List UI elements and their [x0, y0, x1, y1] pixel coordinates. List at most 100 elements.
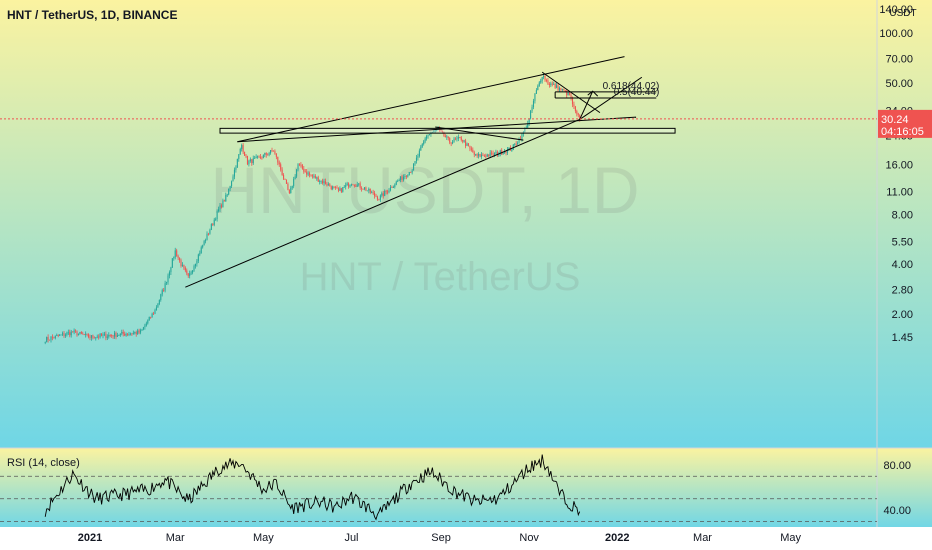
- candle: [158, 299, 160, 306]
- candle: [137, 328, 139, 335]
- candle: [180, 258, 182, 268]
- candle: [463, 139, 465, 143]
- candle: [304, 169, 306, 173]
- candle: [228, 188, 230, 196]
- candle: [238, 154, 240, 162]
- candle: [193, 264, 195, 272]
- time-tick-label: Sep: [431, 532, 451, 544]
- candle: [327, 182, 329, 186]
- candle: [232, 174, 234, 182]
- candle: [174, 247, 176, 260]
- rsi-panel[interactable]: 80.00 40.00 RSI (14, close): [0, 454, 911, 522]
- candle: [111, 334, 113, 338]
- candle: [493, 152, 496, 158]
- candle: [480, 152, 483, 160]
- candle: [231, 180, 233, 188]
- candle: [271, 147, 273, 153]
- candle: [361, 186, 363, 192]
- candle: [75, 329, 77, 334]
- candle: [148, 316, 150, 321]
- price-tick-label: 4.00: [892, 259, 913, 271]
- trend-line[interactable]: [237, 116, 637, 143]
- candle: [285, 179, 288, 185]
- candle: [408, 171, 410, 176]
- price-tick-label: 16.00: [885, 160, 913, 172]
- candle: [340, 187, 342, 194]
- candle: [405, 175, 407, 180]
- candle: [281, 167, 283, 176]
- candle: [128, 331, 130, 337]
- price-tick-label: 70.00: [885, 54, 913, 66]
- candle: [378, 198, 380, 201]
- candle: [560, 87, 562, 92]
- candle: [49, 339, 51, 341]
- candle: [66, 331, 68, 337]
- candle: [379, 194, 381, 203]
- candle: [400, 176, 402, 183]
- candle: [119, 333, 121, 337]
- candle: [222, 198, 224, 208]
- price-tick-label: 2.80: [892, 285, 913, 297]
- price-axis[interactable]: 140.00100.0070.0050.0034.0024.0016.0011.…: [878, 4, 932, 344]
- candle: [418, 148, 420, 158]
- candle: [293, 176, 295, 189]
- candle: [453, 136, 455, 143]
- candle: [486, 153, 488, 157]
- candle: [236, 158, 238, 168]
- candle: [46, 336, 48, 343]
- candle: [362, 188, 364, 190]
- candle: [475, 153, 477, 156]
- candle: [574, 105, 576, 114]
- rsi-legend-label: RSI (14, close): [7, 457, 80, 469]
- candle: [98, 334, 100, 340]
- candle: [433, 130, 435, 133]
- trend-line[interactable]: [579, 90, 594, 120]
- candle: [561, 88, 563, 92]
- candle: [371, 190, 373, 194]
- candle: [246, 155, 249, 166]
- candle: [96, 334, 98, 339]
- candle: [323, 178, 325, 186]
- candle: [277, 156, 279, 166]
- candle: [311, 174, 314, 179]
- time-axis[interactable]: 2021 Mar May Jul Sep Nov 2022 Mar May: [78, 532, 802, 544]
- candle: [427, 134, 429, 139]
- current-price-value: 30.24: [881, 114, 909, 126]
- candle: [547, 77, 549, 85]
- candle: [415, 155, 418, 164]
- currency-label: USDT: [889, 8, 916, 19]
- candle: [307, 171, 309, 177]
- candle: [284, 178, 286, 180]
- candle: [414, 160, 416, 166]
- candle: [62, 331, 64, 336]
- candle: [363, 186, 366, 191]
- candle: [388, 188, 390, 194]
- candle: [54, 335, 56, 340]
- price-tick-label: 100.00: [879, 28, 913, 40]
- candle: [428, 134, 431, 136]
- candle: [398, 178, 400, 182]
- candle: [59, 334, 61, 336]
- candle: [541, 76, 543, 84]
- candle: [80, 331, 82, 335]
- candle: [350, 183, 353, 187]
- trend-line[interactable]: [185, 118, 580, 288]
- candle: [470, 146, 472, 152]
- candle: [476, 153, 478, 158]
- candle: [155, 305, 158, 311]
- rsi-tick-label: 40.00: [883, 505, 911, 517]
- fib-level-label: 0.5(40.44): [614, 87, 660, 98]
- trend-line[interactable]: [237, 56, 625, 143]
- candle: [192, 270, 194, 275]
- candle: [478, 152, 480, 159]
- candle: [205, 238, 207, 244]
- price-tick-label: 140.00: [879, 4, 913, 16]
- candle: [258, 155, 260, 159]
- trend-line[interactable]: [435, 126, 524, 141]
- candle: [283, 173, 285, 181]
- candle: [489, 149, 491, 159]
- candle: [181, 262, 184, 267]
- candle: [417, 153, 419, 161]
